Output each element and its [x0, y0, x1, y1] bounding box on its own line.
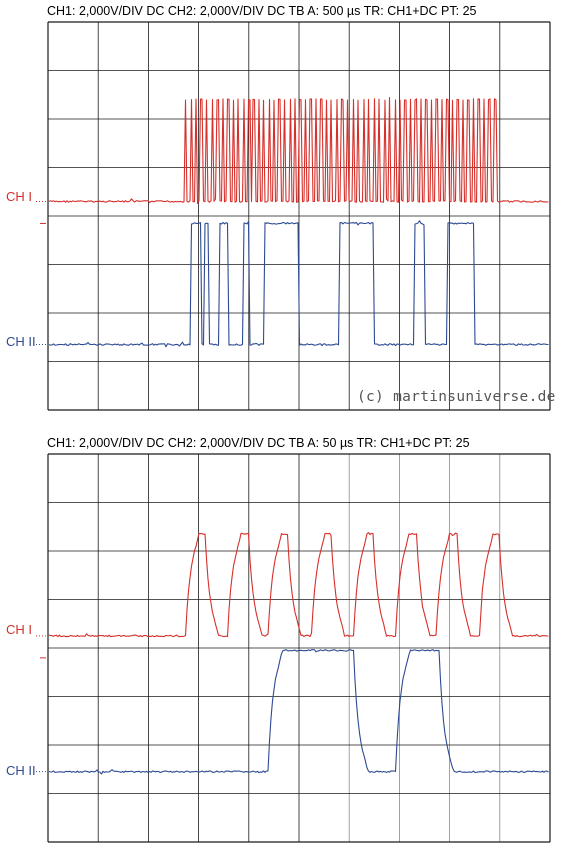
scope-1-ch1-label: CH I: [6, 189, 32, 204]
scope-1-header: CH1: 2,000V/DIV DC CH2: 2,000V/DIV DC TB…: [47, 4, 477, 18]
scope-1-ch2-label: CH II: [6, 334, 36, 349]
scope-2-header: CH1: 2,000V/DIV DC CH2: 2,000V/DIV DC TB…: [47, 436, 470, 450]
ch1-trace: [48, 96, 549, 205]
watermark: (c) martinsuniverse.de: [357, 389, 556, 405]
ch2-trace: [48, 220, 549, 348]
scope-2-ch2-label: CH II: [6, 763, 36, 778]
scope-2-ch1-label: CH I: [6, 622, 32, 637]
ch2-trace: [48, 649, 549, 775]
ch1-trace: [48, 532, 549, 638]
scope-panel-2: [36, 453, 551, 843]
scope-panel-1: [36, 21, 551, 411]
